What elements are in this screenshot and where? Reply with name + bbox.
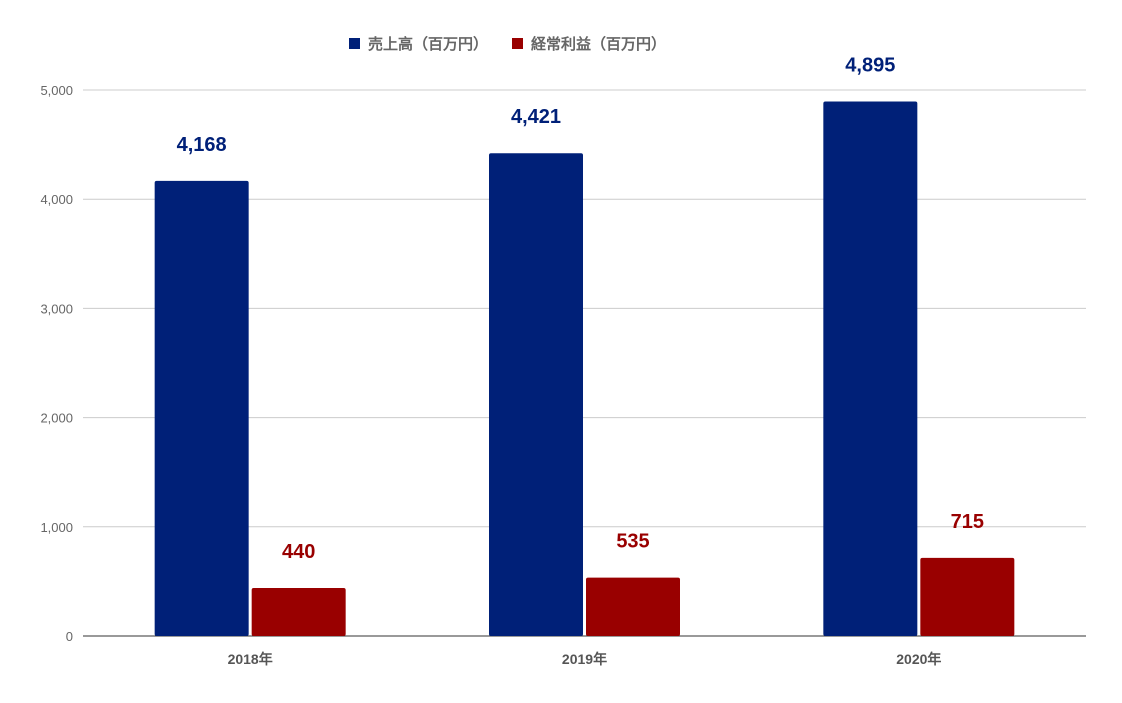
data-label: 4,421 <box>511 106 561 128</box>
y-tick-label: 5,000 <box>40 83 73 98</box>
y-tick-label: 4,000 <box>40 192 73 207</box>
y-tick-label: 3,000 <box>40 301 73 316</box>
bar-ordinary-profit <box>920 557 1015 636</box>
data-label: 440 <box>282 541 315 563</box>
x-tick-label: 2020年 <box>896 651 941 667</box>
legend-label: 経常利益（百万円） <box>531 35 666 53</box>
bar-sales <box>154 180 249 636</box>
y-tick-label: 1,000 <box>40 520 73 535</box>
bars <box>154 101 1015 636</box>
x-axis: 2018年 2019年 2020年 <box>228 651 942 667</box>
legend-swatch <box>349 38 360 49</box>
data-labels: 4,168 440 4,421 535 4,895 715 <box>177 54 984 562</box>
y-tick-label: 0 <box>66 629 73 644</box>
y-axis: 0 1,000 2,000 3,000 4,000 5,000 <box>40 83 1086 644</box>
y-tick-label: 2,000 <box>40 411 73 426</box>
legend-swatch <box>512 38 523 49</box>
data-label: 535 <box>616 531 649 553</box>
bar-sales <box>823 101 918 636</box>
legend-label: 売上高（百万円） <box>368 35 488 53</box>
bar-ordinary-profit <box>251 587 346 636</box>
x-tick-label: 2019年 <box>562 651 607 667</box>
bar-ordinary-profit <box>586 577 680 636</box>
data-label: 715 <box>951 511 984 533</box>
x-tick-label: 2018年 <box>228 651 273 667</box>
data-label: 4,895 <box>845 54 895 76</box>
bar-sales <box>489 153 583 636</box>
legend: 売上高（百万円） 経常利益（百万円） <box>349 35 666 53</box>
data-label: 4,168 <box>177 134 227 156</box>
gridlines <box>83 89 1086 528</box>
